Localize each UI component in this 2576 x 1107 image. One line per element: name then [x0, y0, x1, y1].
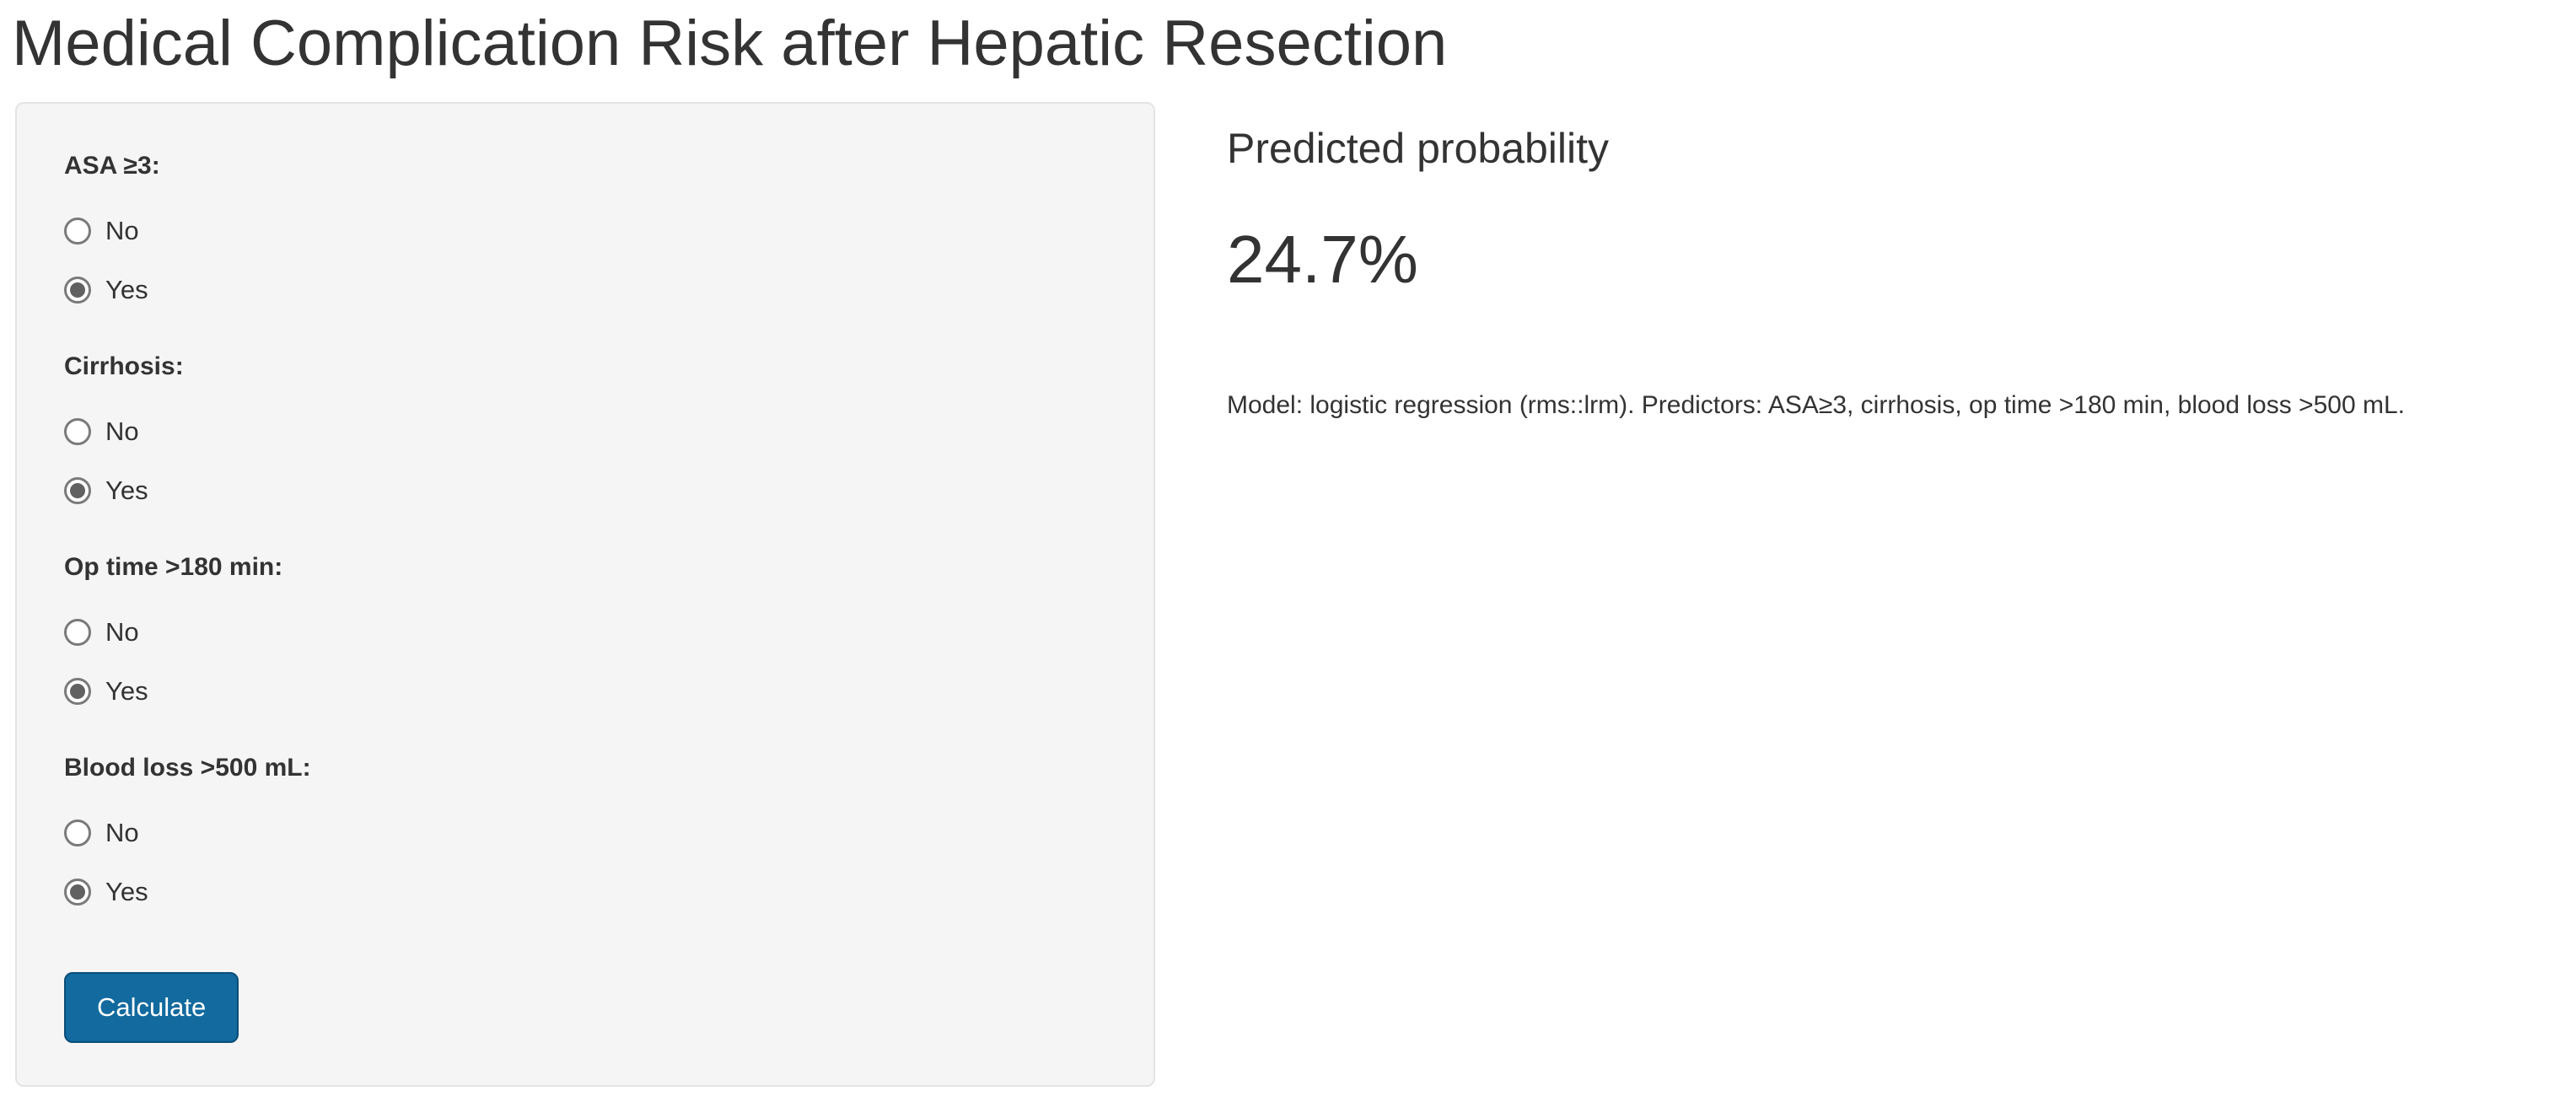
radio-group-optime: Op time >180 min: No Yes	[64, 552, 1111, 721]
sidebar-panel: ASA ≥3: No Yes Cirrhosis: No Yes Op time…	[15, 102, 1155, 1088]
probability-value: 24.7%	[1227, 222, 1418, 298]
radio-optime-yes[interactable]: Yes	[64, 662, 1111, 721]
radio-asa-no[interactable]: No	[64, 202, 1111, 261]
page-title: Medical Complication Risk after Hepatic …	[12, 8, 1448, 79]
app-layout: ASA ≥3: No Yes Cirrhosis: No Yes Op time…	[0, 102, 2576, 1088]
radio-group-asa-label: ASA ≥3:	[64, 152, 160, 180]
radio-cirrhosis-no[interactable]: No	[64, 402, 1111, 461]
radio-button-icon[interactable]	[64, 820, 91, 847]
radio-asa-yes[interactable]: Yes	[64, 261, 1111, 320]
radio-button-icon[interactable]	[64, 277, 91, 304]
radio-group-optime-label: Op time >180 min:	[64, 553, 283, 582]
radio-asa-no-label: No	[105, 216, 139, 246]
calculate-button[interactable]: Calculate	[64, 972, 239, 1044]
radio-group-bloodloss: Blood loss >500 mL: No Yes	[64, 753, 1111, 922]
model-note: Model: logistic regression (rms::lrm). P…	[1227, 391, 2405, 420]
radio-bloodloss-no[interactable]: No	[64, 803, 1111, 862]
radio-optime-yes-label: Yes	[105, 676, 148, 707]
radio-button-icon[interactable]	[64, 678, 91, 706]
radio-group-bloodloss-label: Blood loss >500 mL:	[64, 754, 311, 782]
main-panel: Predicted probability 24.7% Model: logis…	[1227, 102, 2576, 423]
radio-optime-no[interactable]: No	[64, 603, 1111, 662]
radio-optime-no-label: No	[105, 617, 139, 648]
radio-button-icon[interactable]	[64, 619, 91, 647]
radio-bloodloss-yes-label: Yes	[105, 877, 148, 907]
radio-asa-yes-label: Yes	[105, 275, 148, 305]
radio-cirrhosis-yes-label: Yes	[105, 476, 148, 506]
predicted-probability-heading: Predicted probability	[1227, 125, 1610, 173]
radio-group-asa: ASA ≥3: No Yes	[64, 151, 1111, 320]
radio-button-icon[interactable]	[64, 218, 91, 245]
radio-group-cirrhosis: Cirrhosis: No Yes	[64, 352, 1111, 520]
radio-group-cirrhosis-label: Cirrhosis:	[64, 352, 184, 381]
radio-bloodloss-yes[interactable]: Yes	[64, 862, 1111, 922]
radio-cirrhosis-no-label: No	[105, 416, 139, 447]
radio-button-icon[interactable]	[64, 879, 91, 906]
radio-cirrhosis-yes[interactable]: Yes	[64, 461, 1111, 520]
radio-button-icon[interactable]	[64, 477, 91, 505]
radio-button-icon[interactable]	[64, 418, 91, 446]
radio-bloodloss-no-label: No	[105, 818, 139, 848]
